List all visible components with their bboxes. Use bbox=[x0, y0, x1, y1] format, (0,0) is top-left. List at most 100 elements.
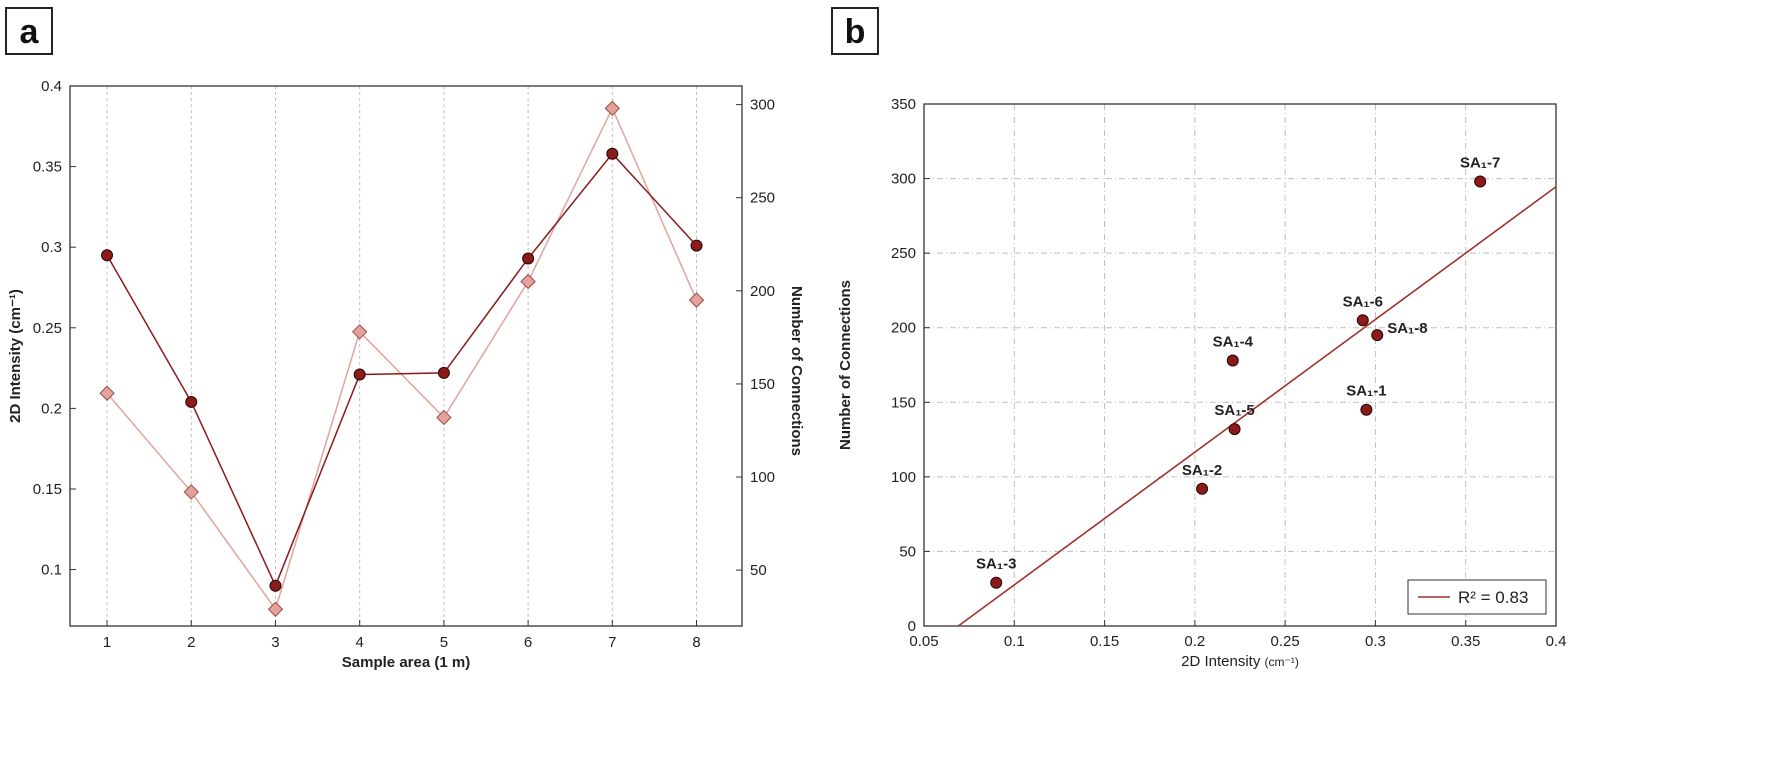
chart-b-legend-label: R² = 0.83 bbox=[1458, 588, 1528, 607]
chart-a-gridlines bbox=[106, 86, 698, 626]
connections-point bbox=[267, 601, 284, 617]
intensity-point bbox=[437, 366, 450, 379]
chart-b-x-tick-label: 0.05 bbox=[909, 633, 938, 650]
chart-b-y-tick-label: 150 bbox=[891, 394, 916, 411]
chart-b-x-axis-title: 2D Intensity (cm⁻¹) bbox=[1181, 653, 1299, 670]
scatter-point-label: SA₁-7 bbox=[1460, 155, 1500, 172]
chart-a-y-tick-label-right: 200 bbox=[750, 283, 775, 300]
chart-b-x-tick-label: 0.1 bbox=[1004, 633, 1025, 650]
scatter-point-label: SA₁-3 bbox=[976, 556, 1016, 573]
connections-point bbox=[351, 324, 368, 340]
intensity-point bbox=[690, 239, 703, 252]
chart-b-y-tick-label: 0 bbox=[908, 618, 916, 635]
chart-b-y-ticks: 0 50 100 150 200 250 300 350 bbox=[891, 96, 930, 635]
chart-a-x-tick-label: 2 bbox=[187, 634, 195, 651]
chart-b-x-tick-label: 0.15 bbox=[1090, 633, 1119, 650]
panel-a-label: a bbox=[5, 7, 53, 55]
scatter-point bbox=[1474, 175, 1487, 188]
chart-a-y-axis-title-left: 2D Intensity (cm⁻¹) bbox=[7, 289, 24, 423]
chart-b-legend: R² = 0.83 bbox=[1407, 579, 1547, 615]
chart-a-y-tick-label-left: 0.3 bbox=[41, 239, 62, 256]
chart-a-x-tick-label: 6 bbox=[524, 634, 532, 651]
chart-b-y-tick-label: 250 bbox=[891, 245, 916, 262]
chart-a-y-ticks-left: 0.1 0.15 0.2 0.25 0.3 0.35 0.4 bbox=[33, 78, 76, 579]
chart-b-x-tick-label: 0.3 bbox=[1365, 633, 1386, 650]
chart-a-y-tick-label-right: 150 bbox=[750, 376, 775, 393]
chart-a-plot-frame bbox=[69, 85, 743, 627]
connections-point bbox=[688, 292, 705, 308]
chart-a-x-tick-label: 5 bbox=[440, 634, 448, 651]
intensity-series-line bbox=[106, 152, 698, 588]
chart-a-x-ticks: 1 2 3 4 5 6 7 8 bbox=[103, 620, 701, 651]
scatter-point bbox=[990, 576, 1003, 589]
scatter-point bbox=[1360, 403, 1373, 416]
svg-text:a: a bbox=[20, 13, 40, 51]
scatter-point-label: SA₁-4 bbox=[1213, 334, 1254, 351]
scatter-point-label: SA₁-5 bbox=[1214, 402, 1254, 419]
connections-point bbox=[99, 385, 115, 401]
chart-a-x-tick-label: 4 bbox=[356, 634, 364, 651]
intensity-point bbox=[522, 252, 535, 265]
scatter-point bbox=[1196, 482, 1209, 495]
connections-point bbox=[520, 273, 536, 290]
chart-a-y-tick-label-right: 250 bbox=[750, 190, 775, 207]
intensity-point bbox=[353, 368, 366, 381]
chart-a-y-ticks-right: 50 100 150 200 250 300 bbox=[736, 97, 775, 579]
chart-a-y-tick-label-left: 0.15 bbox=[33, 481, 62, 498]
chart-b: 0.05 0.1 0.15 0.2 0.25 0.3 0.35 0.4 0 50 100 150 20… bbox=[837, 96, 1566, 670]
chart-b-y-tick-label: 50 bbox=[899, 543, 916, 560]
chart-a-y-tick-label-left: 0.35 bbox=[33, 159, 62, 176]
chart-a-y-tick-label-left: 0.4 bbox=[41, 78, 62, 95]
chart-a-y-tick-label-left: 0.1 bbox=[41, 562, 62, 579]
chart-a-y-axis-title-right: Number of Connections bbox=[788, 286, 805, 456]
chart-b-plot-frame bbox=[923, 103, 1557, 627]
scatter-point bbox=[1228, 423, 1241, 436]
scatter-point bbox=[1226, 354, 1239, 367]
chart-b-gridlines bbox=[923, 103, 1557, 627]
chart-a-x-tick-label: 7 bbox=[608, 634, 616, 651]
chart-a-x-tick-label: 8 bbox=[692, 634, 700, 651]
intensity-point bbox=[101, 249, 114, 262]
chart-b-x-tick-label: 0.4 bbox=[1546, 633, 1567, 650]
scatter-point-label: SA₁-6 bbox=[1343, 293, 1383, 310]
chart-b-x-tick-label: 0.25 bbox=[1271, 633, 1300, 650]
scatter-point-label: SA₁-1 bbox=[1346, 383, 1386, 400]
connections-point bbox=[183, 484, 199, 500]
chart-b-fit-line-group bbox=[957, 186, 1557, 627]
chart-a-y-tick-label-left: 0.2 bbox=[41, 400, 62, 417]
connections-point bbox=[436, 409, 452, 426]
chart-a-series bbox=[99, 100, 705, 617]
chart-b-y-tick-label: 300 bbox=[891, 171, 916, 188]
connections-point bbox=[604, 100, 621, 117]
chart-a-x-tick-label: 1 bbox=[103, 634, 111, 651]
svg-text:b: b bbox=[845, 13, 866, 51]
panel-b-label: b bbox=[831, 7, 879, 55]
chart-b-x-axis-unit: (cm⁻¹) bbox=[1265, 655, 1299, 669]
scatter-point-label: SA₁-8 bbox=[1387, 320, 1427, 337]
intensity-point bbox=[606, 147, 619, 160]
chart-a: 1 2 3 4 5 6 7 8 0.1 0.15 0.2 0.25 0.3 0.35 0.4 50 100 1… bbox=[7, 78, 805, 671]
chart-a-y-tick-label-left: 0.25 bbox=[33, 320, 62, 337]
intensity-point bbox=[269, 579, 282, 592]
chart-b-x-tick-label: 0.2 bbox=[1184, 633, 1205, 650]
scatter-point bbox=[1356, 314, 1369, 327]
chart-b-x-tick-label: 0.35 bbox=[1451, 633, 1480, 650]
chart-a-x-tick-label: 3 bbox=[271, 634, 279, 651]
intensity-point bbox=[185, 395, 198, 408]
chart-b-points: SA₁-1 SA₁-2 SA₁-3 SA₁-4 SA₁-5 SA₁-6 SA₁-7 SA₁-8 bbox=[976, 155, 1500, 589]
chart-b-x-ticks: 0.05 0.1 0.15 0.2 0.25 0.3 0.35 0.4 bbox=[909, 620, 1566, 650]
chart-a-x-axis-title: Sample area (1 m) bbox=[342, 654, 470, 671]
chart-b-y-tick-label: 200 bbox=[891, 320, 916, 337]
chart-b-fit-line bbox=[957, 186, 1557, 627]
scatter-point bbox=[1371, 329, 1384, 342]
connections-series-line bbox=[106, 106, 698, 611]
chart-a-y-tick-label-right: 100 bbox=[750, 469, 775, 486]
chart-a-y-tick-label-right: 50 bbox=[750, 562, 767, 579]
chart-b-y-tick-label: 100 bbox=[891, 469, 916, 486]
chart-b-y-tick-label: 350 bbox=[891, 96, 916, 113]
chart-b-y-axis-title: Number of Connections bbox=[837, 280, 854, 450]
chart-a-y-tick-label-right: 300 bbox=[750, 97, 775, 114]
chart-b-x-axis-title-main: 2D Intensity bbox=[1181, 653, 1261, 670]
scatter-point-label: SA₁-2 bbox=[1182, 462, 1222, 479]
